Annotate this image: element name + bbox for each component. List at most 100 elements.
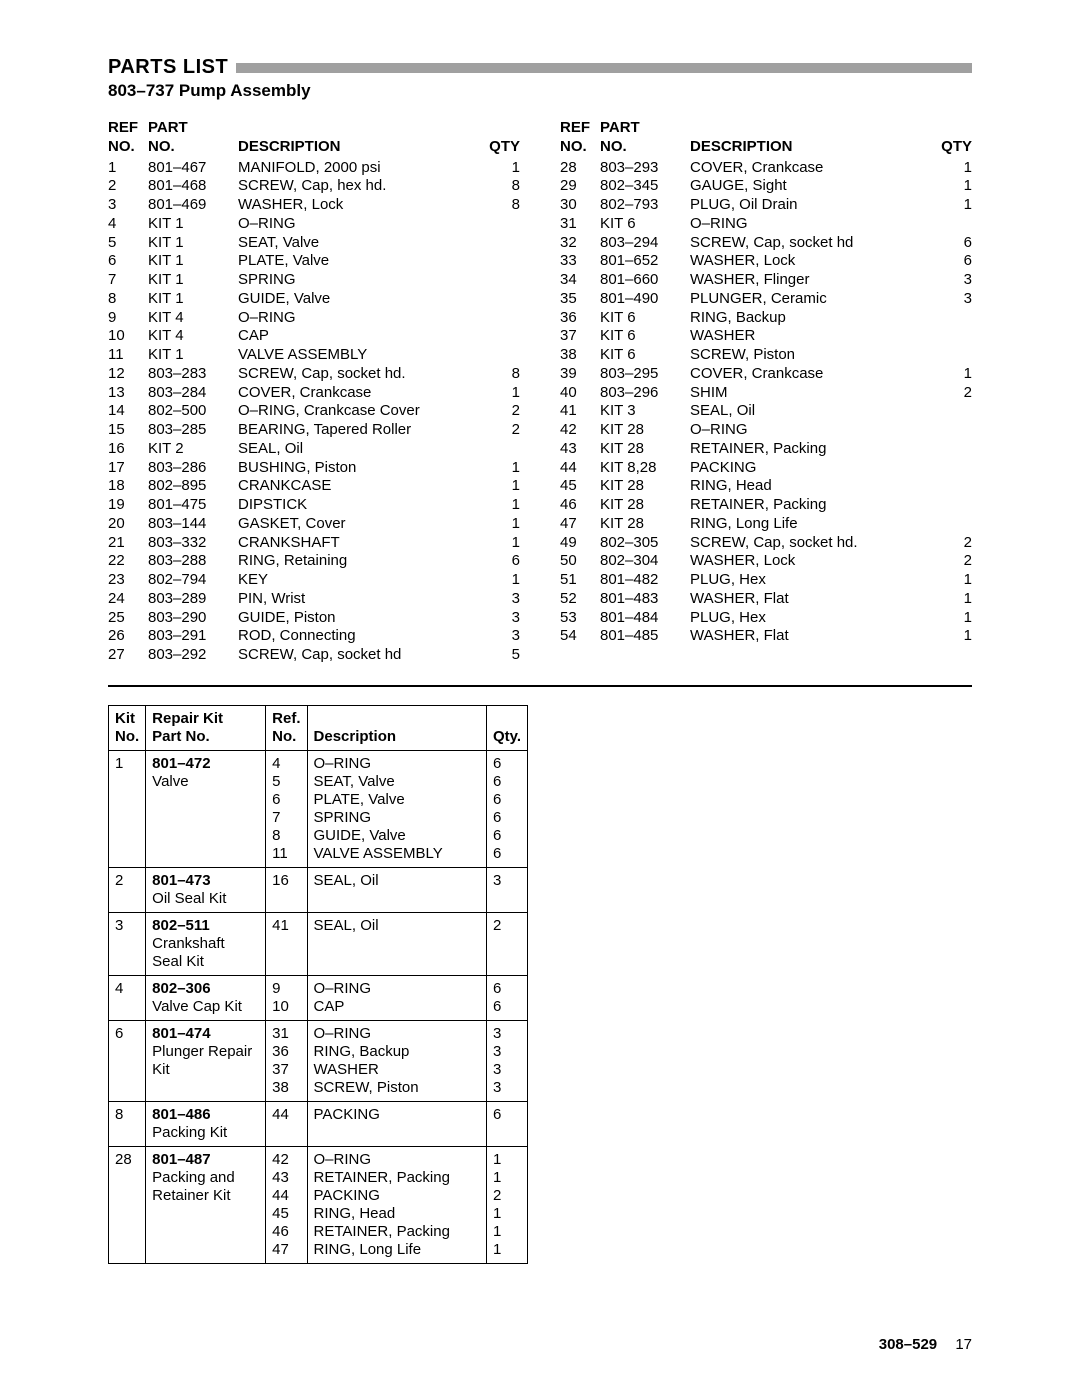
cell-qty	[929, 496, 972, 515]
cell-ref: 50	[560, 552, 600, 571]
cell-ref: 18	[108, 477, 148, 496]
cell-qty: 3	[929, 271, 972, 290]
table-row: 6KIT 1PLATE, Valve	[108, 252, 520, 271]
title-bar	[236, 63, 972, 73]
cell-desc: BEARING, Tapered Roller	[238, 421, 480, 440]
cell-desc: GASKET, Cover	[238, 515, 480, 534]
cell-qty: 8	[480, 177, 520, 196]
table-row: 50802–304WASHER, Lock2	[560, 552, 972, 571]
table-row: 54801–485WASHER, Flat1	[560, 627, 972, 646]
cell-ref: 46	[560, 496, 600, 515]
cell-ref: 34	[560, 271, 600, 290]
kit-cell-qty: 3	[486, 1079, 527, 1102]
table-row: 28803–293COVER, Crankcase1	[560, 159, 972, 178]
cell-qty	[480, 252, 520, 271]
cell-qty	[480, 290, 520, 309]
cell-part: 803–332	[148, 534, 238, 553]
cell-desc: RETAINER, Packing	[690, 440, 929, 459]
kit-cell-ref: 6	[266, 791, 307, 809]
cell-qty	[929, 459, 972, 478]
table-row: 22803–288RING, Retaining6	[108, 552, 520, 571]
kit-cell-desc: VALVE ASSEMBLY	[307, 845, 486, 868]
cell-ref: 25	[108, 609, 148, 628]
table-row: 16KIT 2SEAL, Oil	[108, 440, 520, 459]
cell-ref: 30	[560, 196, 600, 215]
cell-qty: 1	[480, 459, 520, 478]
table-row: 44KIT 8,28PACKING	[560, 459, 972, 478]
cell-ref: 41	[560, 402, 600, 421]
cell-part: 802–895	[148, 477, 238, 496]
cell-part: 801–468	[148, 177, 238, 196]
cell-ref: 45	[560, 477, 600, 496]
cell-ref: 44	[560, 459, 600, 478]
table-row: 14802–500O–RING, Crankcase Cover2	[108, 402, 520, 421]
cell-part: KIT 28	[600, 421, 690, 440]
kit-cell-qty: 1	[486, 1146, 527, 1169]
cell-desc: RING, Backup	[690, 309, 929, 328]
cell-desc: SCREW, Piston	[690, 346, 929, 365]
kit-cell-desc: O–RING	[307, 750, 486, 773]
table-row: 46KIT 28RETAINER, Packing	[560, 496, 972, 515]
cell-ref: 42	[560, 421, 600, 440]
kit-cell-no: 4	[109, 975, 146, 1020]
cell-part: 801–660	[600, 271, 690, 290]
cell-part: 802–794	[148, 571, 238, 590]
table-row: 20803–144GASKET, Cover1	[108, 515, 520, 534]
kit-cell-qty: 6	[486, 750, 527, 773]
kit-cell-qty: 6	[486, 773, 527, 791]
table-row: 21803–332CRANKSHAFT1	[108, 534, 520, 553]
col-qty: QTY	[929, 119, 972, 159]
cell-part: 801–483	[600, 590, 690, 609]
kit-col-no: KitNo.	[109, 705, 146, 750]
parts-table-left: REFNO.PARTNO.DESCRIPTIONQTY1801–467MANIF…	[108, 119, 520, 665]
cell-qty: 3	[480, 590, 520, 609]
page: PARTS LIST 803–737 Pump Assembly REFNO.P…	[0, 0, 1080, 1304]
cell-ref: 10	[108, 327, 148, 346]
cell-part: 802–304	[600, 552, 690, 571]
kit-col-qty: Qty.	[486, 705, 527, 750]
cell-ref: 1	[108, 159, 148, 178]
cell-qty: 8	[480, 365, 520, 384]
cell-part: 801–467	[148, 159, 238, 178]
cell-desc: O–RING	[690, 421, 929, 440]
divider	[108, 685, 972, 687]
kit-cell-desc: RING, Backup	[307, 1043, 486, 1061]
cell-qty: 1	[480, 515, 520, 534]
kit-cell-ref: 9	[266, 975, 307, 998]
cell-ref: 11	[108, 346, 148, 365]
table-row: 3801–469WASHER, Lock8	[108, 196, 520, 215]
cell-desc: RETAINER, Packing	[690, 496, 929, 515]
table-row: 41KIT 3SEAL, Oil	[560, 402, 972, 421]
cell-qty: 2	[929, 552, 972, 571]
kit-cell-qty: 6	[486, 791, 527, 809]
table-row: 2801–468SCREW, Cap, hex hd.8	[108, 177, 520, 196]
table-row: 10KIT 4CAP	[108, 327, 520, 346]
kit-cell-no: 2	[109, 867, 146, 912]
kit-cell-ref: 44	[266, 1101, 307, 1146]
cell-part: 803–288	[148, 552, 238, 571]
cell-ref: 26	[108, 627, 148, 646]
cell-desc: MANIFOLD, 2000 psi	[238, 159, 480, 178]
cell-part: KIT 28	[600, 477, 690, 496]
kit-cell-ref: 45	[266, 1205, 307, 1223]
cell-desc: CRANKCASE	[238, 477, 480, 496]
cell-qty: 1	[480, 571, 520, 590]
cell-part: 803–293	[600, 159, 690, 178]
cell-qty: 1	[929, 590, 972, 609]
col-part: PARTNO.	[148, 119, 238, 159]
cell-ref: 32	[560, 234, 600, 253]
kit-cell-ref: 44	[266, 1187, 307, 1205]
kit-cell-part: 801–474Plunger RepairKit	[146, 1020, 266, 1101]
kit-cell-part: 802–511CrankshaftSeal Kit	[146, 912, 266, 975]
cell-qty: 1	[929, 571, 972, 590]
cell-part: KIT 4	[148, 309, 238, 328]
cell-ref: 16	[108, 440, 148, 459]
cell-qty: 1	[929, 365, 972, 384]
kit-cell-ref: 8	[266, 827, 307, 845]
cell-qty	[480, 346, 520, 365]
kit-cell-desc: RETAINER, Packing	[307, 1223, 486, 1241]
cell-part: KIT 28	[600, 440, 690, 459]
table-row: 52801–483WASHER, Flat1	[560, 590, 972, 609]
cell-desc: DIPSTICK	[238, 496, 480, 515]
cell-part: 803–289	[148, 590, 238, 609]
